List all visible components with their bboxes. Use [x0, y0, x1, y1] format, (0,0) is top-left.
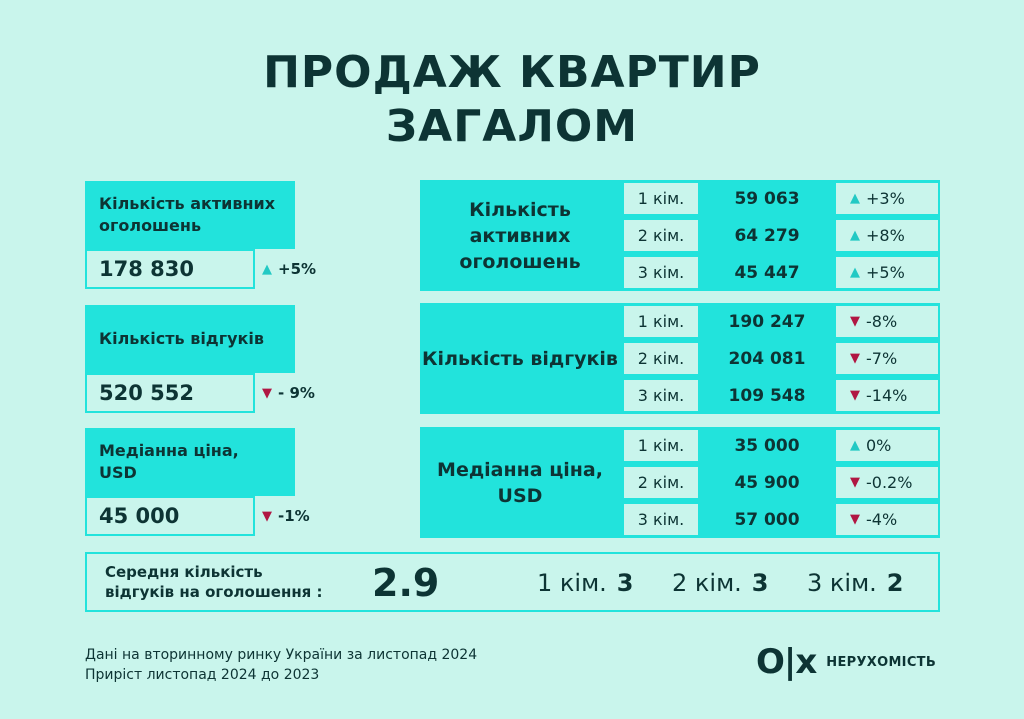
responses-change: ▼ - 9% [262, 373, 315, 413]
room-label: 3 кім. [622, 255, 700, 290]
room-label: 3 кім. [622, 378, 700, 413]
table-change: ▲ 0% [834, 428, 940, 463]
triangle-down-icon: ▼ [850, 351, 860, 366]
table-change: ▲ +8% [834, 218, 940, 253]
table-value: 45 447 [734, 262, 800, 283]
median-price-header: Медіанна ціна, USD [85, 428, 295, 496]
table-label: Кількість активних оголошень [459, 198, 581, 273]
table-label: Кількість відгуків [422, 347, 618, 370]
responses-header: Кількість відгуків [85, 305, 295, 373]
average-label-line-1: Середня кількість [105, 563, 263, 581]
median-price-value: 45 000 [85, 496, 255, 536]
room-label: 2 кім. [622, 218, 700, 253]
change-text: -1% [278, 507, 310, 525]
active-listings-value: 178 830 [85, 249, 255, 289]
table-value: 45 900 [734, 472, 800, 493]
triangle-down-icon: ▼ [262, 508, 272, 524]
active-listings-change: ▲ +5% [262, 249, 316, 289]
table-change: ▼ -0.2% [834, 465, 940, 500]
table-change: ▼ -7% [834, 341, 940, 376]
active-listings-header: Кількість активних оголошень [85, 181, 295, 249]
average-label-line-2: відгуків на оголошення : [105, 583, 323, 601]
olx-logo: O|x НЕРУХОМІСТЬ [756, 642, 936, 682]
average-room-1: 1 кім. 3 [537, 569, 634, 597]
title-line-1: ПРОДАЖ КВАРТИР [263, 47, 761, 98]
responses-value: 520 552 [85, 373, 255, 413]
table-value: 64 279 [734, 225, 800, 246]
triangle-down-icon: ▼ [850, 512, 860, 527]
triangle-up-icon: ▲ [850, 265, 860, 280]
table-value: 204 081 [728, 348, 806, 369]
triangle-down-icon: ▼ [850, 388, 860, 403]
table-change: ▼ -4% [834, 502, 940, 537]
room-label: 1 кім. [622, 304, 700, 339]
change-text: +5% [278, 260, 317, 278]
average-responses-box: Середня кількість відгуків на оголошення… [85, 552, 940, 612]
average-room-3: 3 кім. 2 [807, 569, 904, 597]
average-value: 2.9 [372, 561, 440, 605]
room-label: 2 кім. [622, 465, 700, 500]
table-value: 59 063 [734, 188, 800, 209]
logo-text: НЕРУХОМІСТЬ [826, 654, 937, 670]
triangle-up-icon: ▲ [850, 191, 860, 206]
table-change: ▲ +3% [834, 181, 940, 216]
room-label: 1 кім. [622, 428, 700, 463]
triangle-up-icon: ▲ [850, 438, 860, 453]
triangle-down-icon: ▼ [262, 385, 272, 401]
median-price-change: ▼ -1% [262, 496, 310, 536]
triangle-down-icon: ▼ [850, 314, 860, 329]
table-value: 190 247 [728, 311, 806, 332]
average-room-2: 2 кім. 3 [672, 569, 769, 597]
page-title: ПРОДАЖ КВАРТИР ЗАГАЛОМ [0, 46, 1024, 154]
footnote-line-1: Дані на вторинному ринку України за лист… [85, 647, 478, 663]
title-line-2: ЗАГАЛОМ [385, 101, 639, 152]
triangle-up-icon: ▲ [262, 261, 272, 277]
change-text: - 9% [278, 384, 315, 402]
table-change: ▼ -8% [834, 304, 940, 339]
olx-logo-mark: O|x [756, 642, 817, 682]
triangle-down-icon: ▼ [850, 475, 860, 490]
table-change: ▼ -14% [834, 378, 940, 413]
average-label: Середня кількість відгуків на оголошення… [105, 562, 323, 602]
triangle-up-icon: ▲ [850, 228, 860, 243]
table-label: Медіанна ціна, USD [437, 458, 603, 507]
table-change: ▲ +5% [834, 255, 940, 290]
room-label: 2 кім. [622, 341, 700, 376]
room-label: 3 кім. [622, 502, 700, 537]
table-value: 35 000 [734, 435, 800, 456]
table-value: 57 000 [734, 509, 800, 530]
table-value: 109 548 [728, 385, 806, 406]
footnote-line-2: Приріст листопад 2024 до 2023 [85, 667, 320, 683]
room-label: 1 кім. [622, 181, 700, 216]
footnote: Дані на вторинному ринку України за лист… [85, 645, 477, 685]
